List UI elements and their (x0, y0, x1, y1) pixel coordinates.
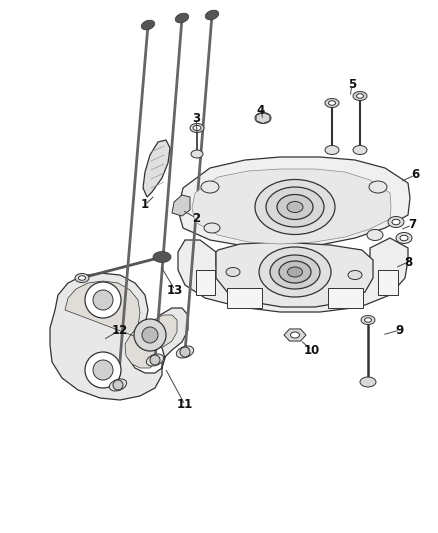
Ellipse shape (193, 125, 201, 131)
Circle shape (150, 355, 160, 365)
Ellipse shape (287, 267, 303, 277)
Ellipse shape (190, 124, 204, 133)
Ellipse shape (392, 219, 400, 225)
Ellipse shape (255, 112, 271, 124)
Circle shape (134, 319, 166, 351)
Ellipse shape (364, 318, 371, 322)
Ellipse shape (201, 181, 219, 193)
Ellipse shape (325, 99, 339, 108)
Ellipse shape (205, 10, 219, 20)
Ellipse shape (191, 150, 203, 158)
Ellipse shape (353, 92, 367, 101)
Ellipse shape (226, 268, 240, 277)
Text: 2: 2 (192, 212, 200, 224)
Polygon shape (143, 140, 170, 197)
Ellipse shape (360, 377, 376, 387)
Ellipse shape (153, 252, 171, 262)
Polygon shape (192, 169, 391, 244)
Ellipse shape (400, 235, 408, 241)
Polygon shape (178, 238, 408, 312)
Ellipse shape (328, 101, 336, 105)
Circle shape (180, 347, 190, 357)
Ellipse shape (175, 13, 189, 23)
Circle shape (142, 327, 158, 343)
Text: 12: 12 (112, 324, 128, 336)
Text: 10: 10 (304, 343, 320, 357)
Text: 13: 13 (167, 284, 183, 296)
Circle shape (113, 380, 123, 390)
Ellipse shape (388, 216, 404, 228)
Polygon shape (256, 112, 270, 124)
Ellipse shape (325, 146, 339, 155)
Ellipse shape (110, 379, 127, 391)
Text: 6: 6 (411, 168, 419, 182)
Ellipse shape (396, 232, 412, 244)
Text: 1: 1 (141, 198, 149, 212)
Polygon shape (196, 270, 215, 295)
Circle shape (93, 290, 113, 310)
Text: 4: 4 (257, 103, 265, 117)
Polygon shape (378, 270, 398, 295)
Ellipse shape (353, 146, 367, 155)
Ellipse shape (348, 271, 362, 279)
Polygon shape (216, 242, 373, 307)
Ellipse shape (361, 316, 375, 325)
Text: 9: 9 (396, 324, 404, 336)
Ellipse shape (277, 195, 313, 220)
Ellipse shape (266, 187, 324, 227)
Ellipse shape (357, 94, 364, 98)
Polygon shape (178, 157, 410, 248)
Ellipse shape (290, 332, 300, 338)
Polygon shape (65, 281, 177, 368)
Polygon shape (172, 195, 190, 216)
Text: 11: 11 (177, 399, 193, 411)
Ellipse shape (259, 247, 331, 297)
Ellipse shape (204, 223, 220, 233)
Polygon shape (50, 273, 188, 400)
Ellipse shape (146, 354, 164, 366)
Text: 7: 7 (408, 219, 416, 231)
Circle shape (85, 282, 121, 318)
Ellipse shape (75, 273, 89, 282)
Polygon shape (284, 329, 306, 341)
Ellipse shape (141, 20, 155, 30)
Ellipse shape (78, 276, 85, 280)
Ellipse shape (279, 261, 311, 283)
Text: 3: 3 (192, 111, 200, 125)
Ellipse shape (177, 346, 194, 358)
Ellipse shape (259, 115, 267, 121)
Ellipse shape (255, 180, 335, 235)
Polygon shape (227, 288, 262, 308)
Text: 5: 5 (348, 78, 356, 92)
Circle shape (93, 360, 113, 380)
Ellipse shape (367, 230, 383, 240)
Ellipse shape (369, 181, 387, 193)
Ellipse shape (287, 201, 303, 213)
Polygon shape (328, 288, 363, 308)
Ellipse shape (270, 255, 320, 289)
Circle shape (85, 352, 121, 388)
Text: 8: 8 (404, 255, 412, 269)
